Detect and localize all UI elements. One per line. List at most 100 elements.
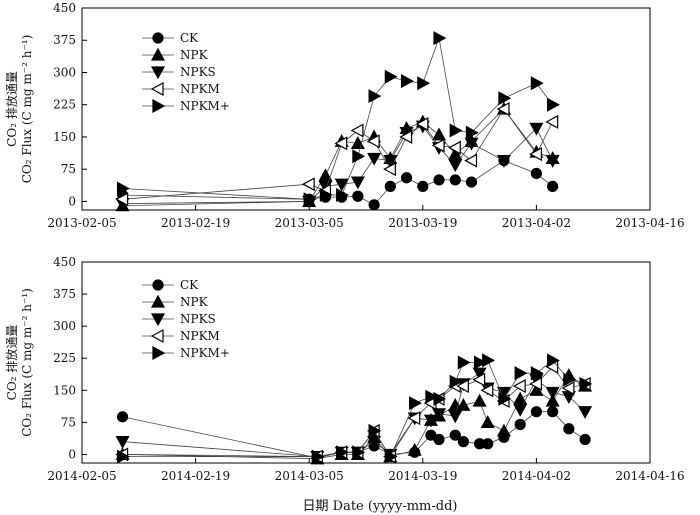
point-npkmplus-9 (433, 31, 447, 46)
point-ck-9 (449, 429, 461, 441)
point-npks-8 (432, 408, 447, 422)
point-npkmplus-11 (465, 125, 479, 140)
x-tick-label: 2014-03-05 (275, 469, 344, 483)
point-npk-9 (432, 127, 447, 141)
x-tick-label: 2013-02-05 (47, 216, 116, 230)
point-npk-legend (150, 294, 166, 308)
panel-2014: 0 75 150 225 300 375 450 2014-02-05 2014-02-19 20… (4, 255, 685, 483)
x-tick-label: 2014-02-19 (161, 469, 230, 483)
y-tick-label: 75 (61, 162, 76, 176)
point-npkmplus-6 (409, 396, 422, 411)
point-npkmplus-4 (368, 423, 382, 438)
point-ck-11 (465, 176, 478, 188)
legend-label-ck: CK (180, 31, 199, 45)
x-tick-label: 2013-02-19 (161, 216, 230, 230)
point-ck-4 (352, 190, 364, 202)
point-npks-4 (367, 436, 382, 449)
point-npk-6 (407, 442, 422, 456)
legend: CK NPK NPKS NPKM NPKM+ (142, 278, 230, 361)
point-ck-10 (449, 174, 461, 186)
point-npkmplus-9 (449, 374, 463, 389)
point-ck-16 (547, 406, 559, 418)
x-tick-label: 2014-02-05 (47, 469, 116, 483)
point-npkmplus-13 (530, 76, 544, 91)
legend-label-npkmplus: NPKM+ (180, 346, 230, 360)
y-tick-label: 375 (53, 287, 76, 301)
point-npks-3 (334, 178, 349, 192)
point-npks-14 (513, 403, 528, 417)
point-npks-5 (367, 152, 382, 166)
point-npkmplus-13 (498, 391, 512, 406)
point-npkm-14 (545, 114, 559, 129)
x-tick-label: 2013-03-05 (275, 216, 344, 230)
point-npkm-12 (496, 101, 510, 117)
point-npkmplus-1 (311, 449, 325, 464)
point-npk-11 (472, 393, 487, 407)
point-npk-10 (456, 398, 471, 411)
point-npkmplus-7 (425, 389, 439, 404)
series-line-npkm (122, 108, 553, 200)
point-npkm-10 (456, 379, 469, 394)
legend-label-npks: NPKS (180, 312, 216, 326)
x-tick-label: 2013-04-16 (615, 216, 684, 230)
point-npkmplus-1 (303, 192, 317, 207)
y-tick-label: 375 (53, 33, 76, 47)
point-npkm-legend (150, 81, 164, 97)
x-tick-label: 2014-03-19 (388, 469, 457, 483)
point-npkm-13 (529, 147, 543, 162)
y-tick-label: 0 (68, 194, 76, 208)
point-npkmplus-7 (400, 74, 414, 89)
point-npkmplus-6 (384, 69, 398, 84)
point-npkmplus-8 (417, 76, 431, 91)
point-npk-14 (513, 391, 528, 405)
legend-label-npk: NPK (180, 48, 209, 62)
point-npkm-11 (464, 153, 478, 168)
point-npks-16 (545, 386, 560, 400)
y-tick-label: 450 (53, 1, 76, 15)
point-ck-8 (433, 433, 445, 446)
legend-label-npkm: NPKM (180, 329, 220, 343)
point-ck-12 (482, 438, 494, 450)
y-tick-label: 0 (68, 447, 76, 461)
y-tick-label: 75 (61, 415, 76, 429)
point-ck-5 (368, 199, 380, 211)
point-ck-8 (417, 180, 429, 192)
point-npkm-0 (115, 192, 129, 207)
point-npkmplus-15 (530, 366, 544, 381)
point-npk-15 (529, 383, 544, 396)
panel-2013: 0 75 150 225 300 375 450 2013-02-05 2013-02-19 20… (4, 1, 685, 230)
point-npkmplus-11 (474, 355, 487, 370)
point-npks-13 (529, 122, 544, 136)
point-npks-11 (464, 137, 479, 151)
point-npkmplus-0 (116, 181, 130, 196)
point-npkm-legend (150, 328, 164, 344)
point-ck-15 (530, 406, 543, 418)
x-tick-label: 2013-03-19 (388, 216, 457, 230)
point-npkm-6 (383, 162, 396, 177)
point-npkmplus-8 (433, 391, 447, 406)
point-ck-10 (457, 436, 469, 448)
point-ck-18 (579, 433, 591, 446)
point-npks-13 (496, 386, 511, 400)
point-npkmplus-2 (319, 187, 333, 202)
point-npkm-3 (334, 136, 348, 151)
legend-label-npkm: NPKM (180, 82, 220, 96)
point-npkmplus-5 (384, 449, 398, 464)
point-npkmplus-17 (563, 372, 577, 387)
point-npkm-11 (472, 372, 486, 387)
point-npkmplus-legend (152, 345, 166, 361)
x-axis-title: 日期 Date (yyyy-mm-dd) (303, 499, 458, 514)
point-npkm-12 (480, 383, 494, 398)
point-ck-legend (152, 279, 164, 291)
series-line-npkmplus (122, 36, 553, 200)
point-ck-13 (530, 167, 543, 180)
point-npkm-10 (448, 140, 461, 155)
y-axis-title-cn: CO₂ 排放通量 (4, 325, 19, 401)
point-npks-4 (350, 176, 365, 190)
plot-frame (81, 7, 651, 211)
x-tick-label: 2013-04-02 (502, 216, 571, 230)
point-npks-14 (545, 154, 560, 168)
point-ck-7 (400, 172, 413, 184)
point-ck-6 (384, 180, 396, 192)
